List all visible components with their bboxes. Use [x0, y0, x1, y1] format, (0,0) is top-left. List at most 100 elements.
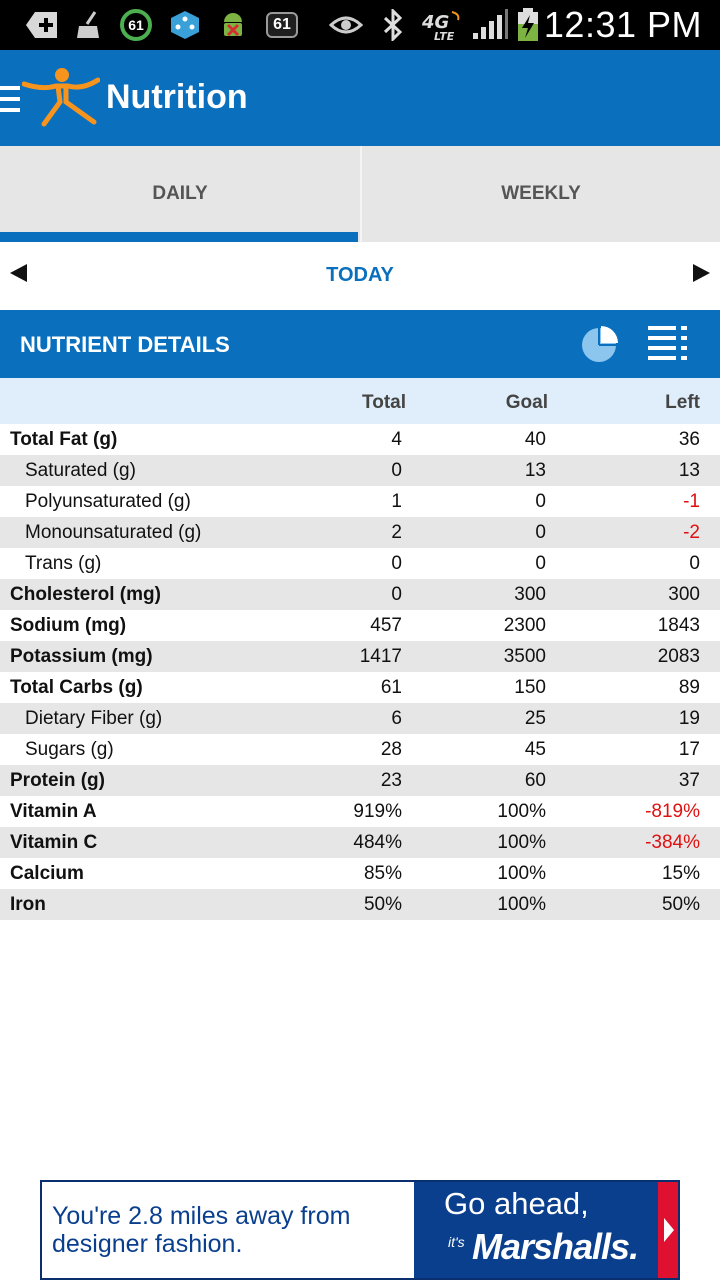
battery-charging-icon [514, 8, 542, 42]
nutrient-left: 36 [678, 429, 700, 450]
nutrient-total: 457 [370, 615, 402, 636]
nutrient-goal: 2300 [503, 615, 546, 636]
table-row: Trans (g) 0 0 0 [0, 548, 720, 579]
table-row: Sodium (mg) 457 2300 1843 [0, 610, 720, 641]
nutrient-goal: 300 [514, 584, 546, 605]
add-notification-icon [24, 8, 60, 42]
nutrient-goal: 100% [497, 801, 546, 822]
table-row: Vitamin A 919% 100% -819% [0, 796, 720, 827]
table-row: Saturated (g) 0 13 13 [0, 455, 720, 486]
section-title: NUTRIENT DETAILS [20, 332, 230, 357]
nutrient-left: 89 [678, 677, 700, 698]
status-badge-count: 61 [266, 12, 298, 38]
nutrient-goal: 0 [535, 553, 546, 574]
tab-daily[interactable]: DAILY [0, 146, 360, 242]
signal-strength-icon [470, 8, 510, 42]
table-row: Calcium 85% 100% 15% [0, 858, 720, 889]
nutrient-goal: 40 [524, 429, 546, 450]
nutrient-total: 85% [363, 863, 402, 884]
nutrient-left: -2 [683, 522, 700, 543]
nutrient-total: 61 [380, 677, 402, 698]
list-view-icon[interactable] [648, 324, 690, 364]
nutrient-name: Sodium (mg) [10, 615, 127, 636]
previous-day-arrow-icon[interactable] [10, 264, 27, 282]
nutrient-total: 0 [391, 553, 402, 574]
svg-text:LTE: LTE [434, 30, 455, 42]
table-row: Cholesterol (mg) 0 300 300 [0, 579, 720, 610]
table-row: Iron 50% 100% 50% [0, 889, 720, 920]
dice-icon [168, 8, 202, 42]
svg-text:4G: 4G [421, 12, 449, 33]
nutrient-total: 50% [363, 894, 402, 915]
ad-arrow-icon[interactable] [658, 1182, 678, 1278]
nutrient-goal: 3500 [503, 646, 546, 667]
nutrient-left: 0 [689, 553, 700, 574]
date-navigator: TODAY [0, 242, 720, 310]
nutrient-left: 37 [678, 770, 700, 791]
page-title: Nutrition [106, 78, 248, 116]
notification-count-icon: 61 [264, 8, 300, 42]
nutrient-goal: 0 [535, 522, 546, 543]
nutrient-left: 50% [661, 894, 700, 915]
table-row: Vitamin C 484% 100% -384% [0, 827, 720, 858]
app-logo[interactable] [22, 66, 100, 128]
nutrient-total: 23 [380, 770, 402, 791]
status-time: 12:31 PM [543, 4, 702, 45]
ad-banner[interactable]: You're 2.8 miles away from designer fash… [40, 1180, 680, 1280]
nutrient-left: 19 [678, 708, 700, 729]
broom-icon [74, 8, 104, 42]
tab-weekly[interactable]: WEEKLY [360, 146, 720, 242]
nutrient-goal: 100% [497, 863, 546, 884]
table-row: Polyunsaturated (g) 1 0 -1 [0, 486, 720, 517]
column-header-total: Total [362, 392, 406, 413]
nutrient-total: 28 [380, 739, 402, 760]
nutrient-name: Protein (g) [10, 770, 105, 791]
pie-chart-icon[interactable] [580, 324, 620, 364]
nutrient-total: 2 [391, 522, 402, 543]
table-row: Protein (g) 23 60 37 [0, 765, 720, 796]
nutrient-name: Dietary Fiber (g) [25, 708, 163, 729]
next-day-arrow-icon[interactable] [693, 264, 710, 282]
network-4g-lte-icon: 4G LTE [420, 8, 466, 42]
table-header: Total Goal Left [0, 378, 720, 424]
nutrient-goal: 100% [497, 832, 546, 853]
battery-ring-icon: 61 [118, 8, 154, 42]
nutrient-goal: 150 [514, 677, 546, 698]
table-row: Sugars (g) 28 45 17 [0, 734, 720, 765]
android-debug-icon [216, 8, 250, 42]
nutrient-name: Trans (g) [25, 553, 102, 574]
date-label[interactable]: TODAY [326, 264, 394, 286]
nutrient-name: Iron [10, 894, 46, 915]
nutrient-goal: 45 [524, 739, 546, 760]
nutrient-total: 484% [353, 832, 402, 853]
nutrient-name: Saturated (g) [25, 460, 136, 481]
nutrient-name: Vitamin C [10, 832, 98, 853]
ad-headline: Go ahead, [444, 1186, 589, 1221]
column-header-left: Left [665, 392, 700, 413]
nutrient-total: 4 [391, 429, 402, 450]
nutrient-table: Total Fat (g) 4 40 36 Saturated (g) 0 13… [0, 424, 720, 920]
nutrient-left: -1 [683, 491, 700, 512]
eye-icon [328, 8, 364, 42]
nutrient-name: Monounsaturated (g) [25, 522, 202, 543]
ad-text: You're 2.8 miles away from designer fash… [52, 1202, 351, 1258]
nutrient-name: Cholesterol (mg) [10, 584, 161, 605]
nutrient-name: Vitamin A [10, 801, 97, 822]
column-header-goal: Goal [505, 392, 548, 413]
nutrient-left: 13 [678, 460, 700, 481]
nutrient-name: Total Carbs (g) [10, 677, 143, 698]
nutrient-left: -819% [645, 801, 700, 822]
nutrient-total: 1 [391, 491, 402, 512]
nutrient-left: 1843 [657, 615, 700, 636]
nutrient-left: -384% [645, 832, 700, 853]
status-bar: 61 61 4G LTE 12:31 PM [0, 0, 720, 50]
bluetooth-icon [378, 8, 408, 42]
nutrient-goal: 25 [524, 708, 546, 729]
nutrient-goal: 100% [497, 894, 546, 915]
nutrient-name: Potassium (mg) [10, 646, 153, 667]
nutrient-left: 15% [661, 863, 700, 884]
table-row: Monounsaturated (g) 2 0 -2 [0, 517, 720, 548]
table-row: Total Carbs (g) 61 150 89 [0, 672, 720, 703]
table-row: Potassium (mg) 1417 3500 2083 [0, 641, 720, 672]
menu-icon[interactable] [0, 86, 20, 112]
